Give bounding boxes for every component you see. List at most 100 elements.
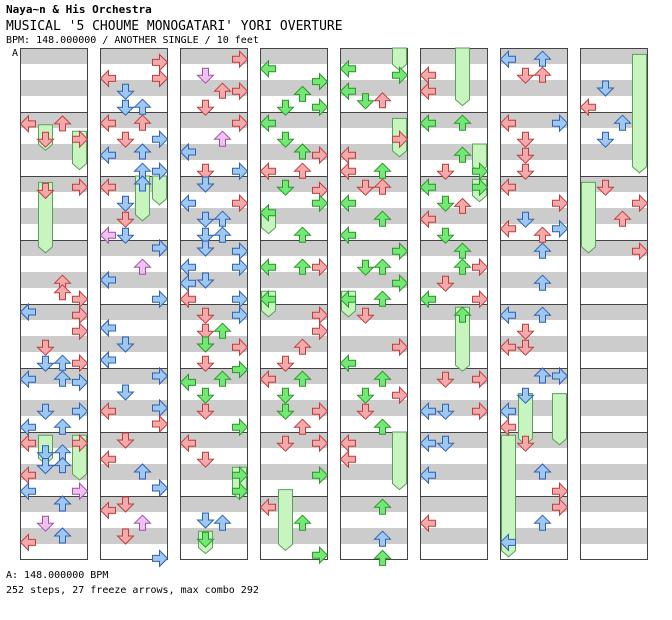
step-arrow-down	[516, 339, 535, 356]
step-arrow-down	[276, 435, 295, 452]
beat-stripe	[100, 48, 168, 64]
freeze-arrow	[392, 47, 407, 72]
beat-stripe	[340, 48, 408, 64]
step-arrow-up	[293, 514, 312, 531]
freeze-arrow	[455, 306, 470, 372]
step-arrow-up	[373, 549, 392, 566]
step-arrow-right	[392, 337, 409, 357]
beat-stripe	[580, 48, 648, 64]
step-arrow-up	[533, 242, 552, 259]
beat-stripe	[580, 432, 648, 448]
step-arrow-down	[276, 387, 295, 404]
beat-stripe	[340, 528, 408, 544]
beat-stripe	[100, 80, 168, 96]
step-arrow-up	[133, 98, 152, 115]
step-arrow-left	[179, 373, 196, 392]
step-arrow-right	[232, 465, 249, 485]
beat-stripe	[100, 112, 168, 128]
beat-stripe	[260, 208, 328, 224]
step-arrow-down	[116, 99, 135, 116]
step-arrow-right	[72, 321, 89, 341]
beat-stripe	[340, 400, 408, 416]
chart-info: BPM: 148.000000 / ANOTHER SINGLE / 10 fe…	[6, 35, 259, 46]
beat-stripe	[260, 528, 328, 544]
beat-stripe	[180, 464, 248, 480]
step-arrow-up	[533, 274, 552, 291]
freeze-arrow	[501, 434, 516, 558]
beat-stripe	[180, 496, 248, 512]
step-arrow-right	[152, 53, 169, 72]
step-arrow-right	[632, 241, 649, 261]
beat-stripe	[420, 240, 488, 256]
step-arrow-left	[259, 161, 276, 181]
step-arrow-left	[579, 97, 596, 117]
chart-column	[500, 48, 568, 560]
step-arrow-up	[213, 226, 232, 243]
step-arrow-right	[72, 353, 89, 373]
step-arrow-left	[259, 257, 276, 277]
beat-stripe	[500, 336, 568, 352]
beat-stripe	[260, 80, 328, 96]
step-arrow-up	[533, 306, 552, 323]
step-arrow-left	[99, 177, 116, 197]
beat-stripe	[500, 144, 568, 160]
step-arrow-right	[152, 398, 169, 418]
step-arrow-right	[232, 49, 249, 69]
step-arrow-left	[419, 401, 436, 421]
beat-stripe	[180, 208, 248, 224]
beat-stripe	[20, 336, 88, 352]
step-arrow-left	[499, 401, 516, 421]
step-arrow-up	[293, 258, 312, 275]
step-arrow-left	[499, 337, 516, 357]
step-arrow-down	[196, 387, 215, 404]
step-arrow-down	[356, 93, 375, 110]
beat-stripe	[20, 240, 88, 256]
step-arrow-left	[19, 465, 36, 485]
step-arrow-up	[533, 514, 552, 531]
step-arrow-down	[516, 147, 535, 164]
step-arrow-left	[499, 177, 516, 197]
step-arrow-down	[116, 432, 135, 449]
step-arrow-down	[36, 355, 55, 372]
step-arrow-down	[196, 272, 215, 289]
column-border	[180, 48, 248, 560]
step-arrow-up	[293, 162, 312, 179]
step-arrow-up	[293, 143, 312, 160]
step-arrow-up	[533, 66, 552, 83]
step-arrow-left	[19, 433, 36, 453]
beat-stripe	[420, 432, 488, 448]
step-arrow-right	[392, 385, 409, 405]
step-arrow-up	[533, 226, 552, 243]
step-arrow-left	[99, 401, 116, 421]
step-arrow-left	[99, 270, 116, 290]
beat-stripe	[20, 176, 88, 192]
beat-stripe	[260, 112, 328, 128]
step-arrow-right	[232, 417, 249, 437]
beat-stripe	[500, 432, 568, 448]
step-arrow-right	[152, 129, 169, 149]
beat-stripe	[500, 496, 568, 512]
step-arrow-right	[232, 241, 249, 261]
step-arrow-left	[99, 318, 116, 338]
step-arrow-right	[152, 549, 169, 568]
freeze-arrow	[38, 181, 53, 254]
beat-stripe	[20, 432, 88, 448]
step-arrow-up	[373, 530, 392, 547]
step-arrow-up	[133, 463, 152, 480]
step-arrow-up	[453, 242, 472, 259]
step-arrow-down	[516, 387, 535, 404]
step-arrow-down	[516, 67, 535, 84]
beat-stripe	[20, 304, 88, 320]
beat-stripe	[180, 80, 248, 96]
step-arrow-left	[19, 417, 36, 437]
song-title: MUSICAL '5 CHOUME MONOGATARI' YORI OVERT…	[6, 19, 343, 34]
step-arrow-up	[533, 50, 552, 67]
step-arrow-down	[116, 528, 135, 545]
step-arrow-left	[419, 465, 436, 485]
step-arrow-up	[453, 197, 472, 214]
beat-stripe	[420, 144, 488, 160]
step-arrow-up	[53, 418, 72, 435]
step-arrow-right	[232, 113, 249, 133]
step-arrow-left	[339, 81, 356, 101]
step-arrow-right	[552, 193, 569, 213]
